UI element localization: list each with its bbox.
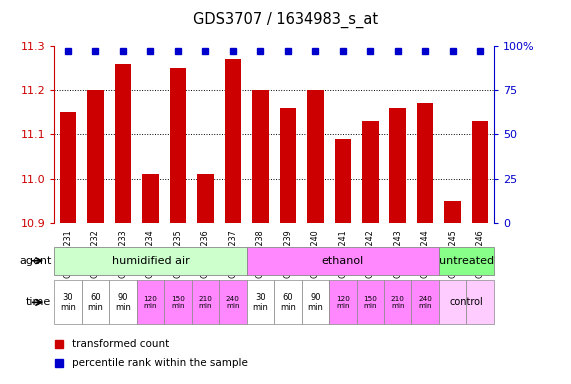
Text: 60
min: 60 min	[87, 293, 103, 312]
Text: 90
min: 90 min	[307, 293, 323, 312]
Bar	[252, 90, 268, 223]
Text: ethanol: ethanol	[321, 256, 364, 266]
Text: 120
min: 120 min	[336, 296, 349, 309]
Text: 240
min: 240 min	[226, 296, 240, 309]
Text: 150
min: 150 min	[171, 296, 185, 309]
Text: 30
min: 30 min	[252, 293, 268, 312]
Text: time: time	[26, 297, 51, 308]
Bar	[164, 280, 192, 324]
Text: humidified air: humidified air	[111, 256, 190, 266]
Bar	[197, 174, 214, 223]
Bar	[362, 121, 379, 223]
Text: agent: agent	[19, 256, 51, 266]
Text: 30
min: 30 min	[60, 293, 76, 312]
Bar	[60, 113, 77, 223]
Text: 210
min: 210 min	[391, 296, 405, 309]
Text: 240
min: 240 min	[419, 296, 432, 309]
Bar	[192, 280, 219, 324]
Bar	[247, 247, 439, 275]
Text: percentile rank within the sample: percentile rank within the sample	[72, 358, 248, 368]
Text: 60
min: 60 min	[280, 293, 296, 312]
Bar	[224, 60, 241, 223]
Bar	[439, 280, 467, 324]
Text: GDS3707 / 1634983_s_at: GDS3707 / 1634983_s_at	[193, 12, 378, 28]
Bar	[87, 90, 104, 223]
Bar	[444, 201, 461, 223]
Bar	[439, 247, 494, 275]
Bar	[247, 280, 274, 324]
Bar	[307, 90, 324, 223]
Bar	[115, 64, 131, 223]
Bar	[280, 108, 296, 223]
Bar	[472, 121, 488, 223]
Bar	[136, 280, 164, 324]
Bar	[54, 280, 82, 324]
Text: 150
min: 150 min	[363, 296, 377, 309]
Text: 120
min: 120 min	[143, 296, 158, 309]
Bar	[54, 247, 247, 275]
Text: 210
min: 210 min	[199, 296, 212, 309]
Bar	[170, 68, 186, 223]
Bar	[301, 280, 329, 324]
Bar	[219, 280, 247, 324]
Bar	[274, 280, 301, 324]
Bar	[412, 280, 439, 324]
Bar	[417, 104, 433, 223]
Bar	[467, 280, 494, 324]
Text: control: control	[449, 297, 483, 308]
Bar	[142, 174, 159, 223]
Bar	[335, 139, 351, 223]
Bar	[109, 280, 136, 324]
Text: transformed count: transformed count	[72, 339, 169, 349]
Text: 90
min: 90 min	[115, 293, 131, 312]
Bar	[384, 280, 412, 324]
Text: untreated: untreated	[439, 256, 494, 266]
Bar	[329, 280, 356, 324]
Bar	[82, 280, 109, 324]
Bar	[389, 108, 406, 223]
Bar	[356, 280, 384, 324]
